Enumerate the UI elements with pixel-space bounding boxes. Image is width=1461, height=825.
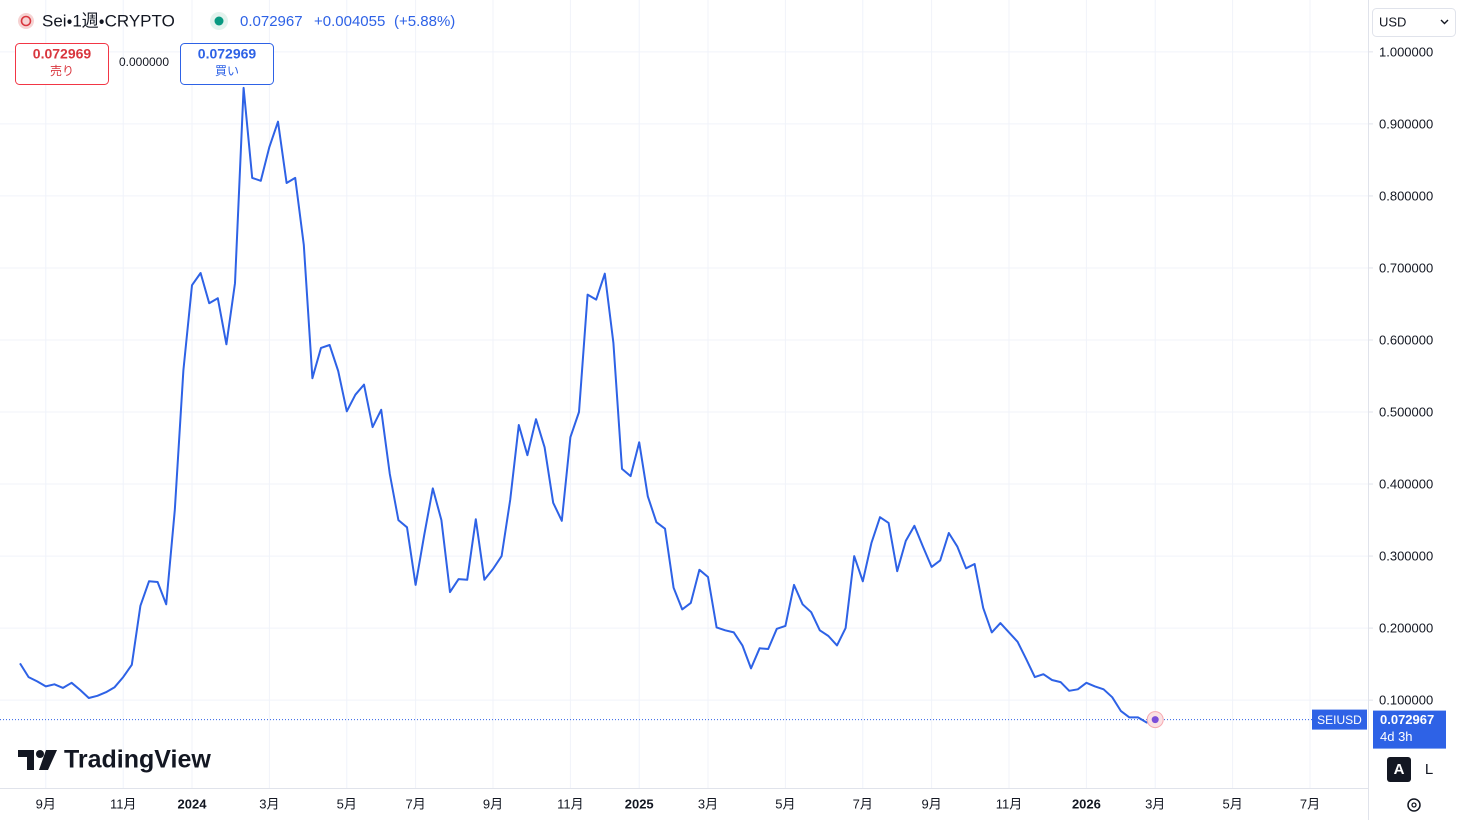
- price-change-pct: (+5.88%): [394, 13, 455, 30]
- x-tick-label: 9月: [921, 796, 941, 811]
- settings-icon-center[interactable]: [1411, 802, 1417, 808]
- y-tick-label: 0.200000: [1379, 621, 1433, 636]
- price-tag: [1373, 710, 1446, 749]
- ticker-tag: [1312, 709, 1367, 730]
- price-tag-value: 0.072967: [1380, 712, 1434, 727]
- x-tick-label: 5月: [1222, 796, 1242, 811]
- x-tick-label: 3月: [1145, 796, 1165, 811]
- logo-mark: [18, 750, 34, 770]
- currency-select[interactable]: USD: [1372, 8, 1456, 37]
- sell-box[interactable]: [15, 43, 109, 85]
- x-tick-label: 7月: [1300, 796, 1320, 811]
- x-tick-label: 7月: [853, 796, 873, 811]
- symbol-icon-mark: [20, 15, 32, 27]
- buy-price[interactable]: 0.072969: [198, 46, 257, 62]
- y-tick-label: 0.500000: [1379, 404, 1433, 419]
- log-scale[interactable]: L: [1425, 761, 1433, 778]
- buy-label[interactable]: 買い: [215, 64, 239, 78]
- brand-logo: TradingView: [18, 746, 211, 774]
- y-tick-label: 0.400000: [1379, 476, 1433, 491]
- currency[interactable]: USD: [1379, 14, 1406, 29]
- currency-box[interactable]: [1372, 8, 1456, 37]
- x-tick-label: 5月: [775, 796, 795, 811]
- y-tick-label: 0.600000: [1379, 332, 1433, 347]
- y-tick-label: 0.100000: [1379, 693, 1433, 708]
- logo-dot: [36, 750, 44, 758]
- sell-price[interactable]: 0.072969: [33, 46, 92, 62]
- x-tick-label: 3月: [698, 796, 718, 811]
- y-tick-label: 0.800000: [1379, 188, 1433, 203]
- brand: TradingView: [64, 746, 211, 774]
- x-tick-label: 11月: [996, 796, 1023, 811]
- settings-button[interactable]: [1407, 798, 1421, 812]
- symbol-title[interactable]: Sei・1週・CRYPTO: [42, 11, 175, 30]
- price-line: [19, 86, 1156, 724]
- auto-scale-button[interactable]: [1387, 757, 1411, 782]
- buy-button[interactable]: 0.072969 買い: [180, 43, 274, 85]
- buy-box[interactable]: [180, 43, 274, 85]
- ticker-label: SEIUSD: [1317, 713, 1362, 727]
- logo-mark: [39, 750, 57, 770]
- x-tick-label: 5月: [337, 796, 357, 811]
- plot: [0, 86, 1368, 729]
- x-tick-label: 2026: [1072, 796, 1101, 811]
- y-tick-label: 0.700000: [1379, 260, 1433, 275]
- settings-icon[interactable]: [1407, 798, 1421, 812]
- x-tick-label: 9月: [483, 796, 503, 811]
- x-tick-label: 11月: [557, 796, 584, 811]
- price-change: +0.004055: [314, 13, 385, 30]
- x-tick-label: 9月: [36, 796, 56, 811]
- sell-label[interactable]: 売り: [50, 63, 74, 78]
- sell-button[interactable]: 0.072969 売り: [15, 43, 109, 85]
- symbol-icon: [18, 13, 34, 29]
- auto-scale[interactable]: A: [1394, 761, 1405, 778]
- x-tick-label: 11月: [110, 796, 137, 811]
- countdown: 4d 3h: [1380, 729, 1413, 744]
- y-tick-label: 0.900000: [1379, 116, 1433, 131]
- market-status[interactable]: [214, 16, 224, 26]
- dropdown-arrow[interactable]: [1440, 19, 1449, 25]
- last-price: 0.072967: [240, 13, 303, 30]
- x-tick-label: 3月: [259, 796, 279, 811]
- y-tick-label: 1.000000: [1379, 44, 1433, 59]
- x-tick-label: 2025: [625, 796, 654, 811]
- x-tick-label: 7月: [405, 796, 425, 811]
- last-price-dot: [1151, 716, 1159, 724]
- spread: 0.000000: [119, 55, 169, 69]
- x-tick-label: 2024: [178, 796, 208, 811]
- y-tick-label: 0.300000: [1379, 549, 1433, 564]
